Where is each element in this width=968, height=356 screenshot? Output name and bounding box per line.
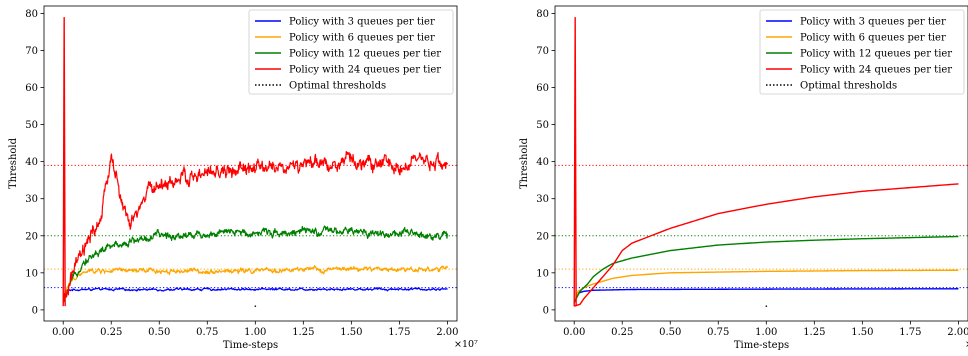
y-tick-label: 50 xyxy=(25,120,38,131)
y-tick-label: 10 xyxy=(25,268,38,279)
chart-panel-1: 0.00 0.25 0.50 0.75 1.00 1.25 1.50 1.75 2.00 0 10 2… xyxy=(8,5,478,351)
y-tick-label: 60 xyxy=(536,83,549,94)
series-line-2 xyxy=(62,265,448,303)
y-tick-label: 80 xyxy=(25,9,38,20)
x-tick-label: 0.50 xyxy=(659,327,681,338)
legend-label: Policy with 3 queues per tier xyxy=(289,17,435,28)
x-tick-label: 0.50 xyxy=(148,327,170,338)
x-axis-label: Time-steps xyxy=(223,340,278,351)
y-tick-label: 0 xyxy=(543,305,549,316)
plot-frame xyxy=(554,5,968,322)
plot-frame xyxy=(43,5,458,322)
initial-spike xyxy=(62,17,66,307)
y-axis-label: Threshold xyxy=(519,137,530,189)
x-tick-label: 1.75 xyxy=(388,327,410,338)
y-tick-label: 30 xyxy=(25,194,38,205)
legend-label: Policy with 24 queues per tier xyxy=(289,65,441,76)
legend-label: Policy with 3 queues per tier xyxy=(800,17,946,28)
series-line-1 xyxy=(573,288,959,303)
x-multiplier-label: ×10⁷ xyxy=(454,339,478,350)
y-tick-label: 40 xyxy=(536,157,549,168)
y-tick-label: 30 xyxy=(536,194,549,205)
plot-area xyxy=(573,17,959,307)
x-axis-label: Time-steps xyxy=(734,340,789,351)
series-line-3 xyxy=(573,235,959,303)
x-tick-label: 1.25 xyxy=(292,327,314,338)
series-line-1 xyxy=(62,286,448,303)
x-tick-label: 2.00 xyxy=(436,327,458,338)
x-tick-label: 1.50 xyxy=(340,327,362,338)
x-tick-label: 1.50 xyxy=(851,327,873,338)
stray-dot xyxy=(765,305,768,307)
y-tick-label: 20 xyxy=(25,231,38,242)
x-tick-label: 0.75 xyxy=(707,327,729,338)
x-tick-label: 1.25 xyxy=(803,327,825,338)
x-tick-label: 0.75 xyxy=(196,327,218,338)
x-tick-label: 1.00 xyxy=(755,327,777,338)
series-line-2 xyxy=(573,269,959,303)
y-tick-label: 20 xyxy=(536,231,549,242)
stray-dot xyxy=(254,305,257,307)
chart-panel-2: 0.00 0.25 0.50 0.75 1.00 1.25 1.50 1.75 2.00 0 10 2… xyxy=(519,5,968,351)
legend-label: Policy with 6 queues per tier xyxy=(800,33,946,44)
y-tick-label: 80 xyxy=(536,9,549,20)
legend-label: Policy with 12 queues per tier xyxy=(289,49,441,60)
y-tick-label: 60 xyxy=(25,83,38,94)
x-tick-label: 2.00 xyxy=(947,327,968,338)
plot-area xyxy=(62,17,448,307)
x-tick-label: 0.00 xyxy=(563,327,585,338)
x-tick-label: 0.25 xyxy=(611,327,633,338)
x-multiplier-label: ×10⁷ xyxy=(965,339,968,350)
series-line-4 xyxy=(62,151,448,304)
y-tick-label: 10 xyxy=(536,268,549,279)
y-tick-label: 40 xyxy=(25,157,38,168)
legend-label: Policy with 12 queues per tier xyxy=(800,49,952,60)
y-axis-label: Threshold xyxy=(8,137,19,189)
initial-spike xyxy=(573,17,577,307)
y-tick-label: 70 xyxy=(25,46,38,57)
x-tick-label: 1.75 xyxy=(899,327,921,338)
legend-label: Optimal thresholds xyxy=(800,81,897,92)
x-tick-label: 1.00 xyxy=(244,327,266,338)
legend-label: Policy with 24 queues per tier xyxy=(800,65,952,76)
y-tick-label: 50 xyxy=(536,120,549,131)
legend-label: Policy with 6 queues per tier xyxy=(289,33,435,44)
x-tick-label: 0.25 xyxy=(100,327,122,338)
y-tick-label: 0 xyxy=(32,305,38,316)
y-tick-label: 70 xyxy=(536,46,549,57)
legend-label: Optimal thresholds xyxy=(289,81,386,92)
legend-box xyxy=(248,9,454,95)
series-line-4 xyxy=(573,183,959,307)
legend-box xyxy=(759,9,965,95)
series-line-3 xyxy=(62,225,448,303)
x-tick-label: 0.00 xyxy=(52,327,74,338)
